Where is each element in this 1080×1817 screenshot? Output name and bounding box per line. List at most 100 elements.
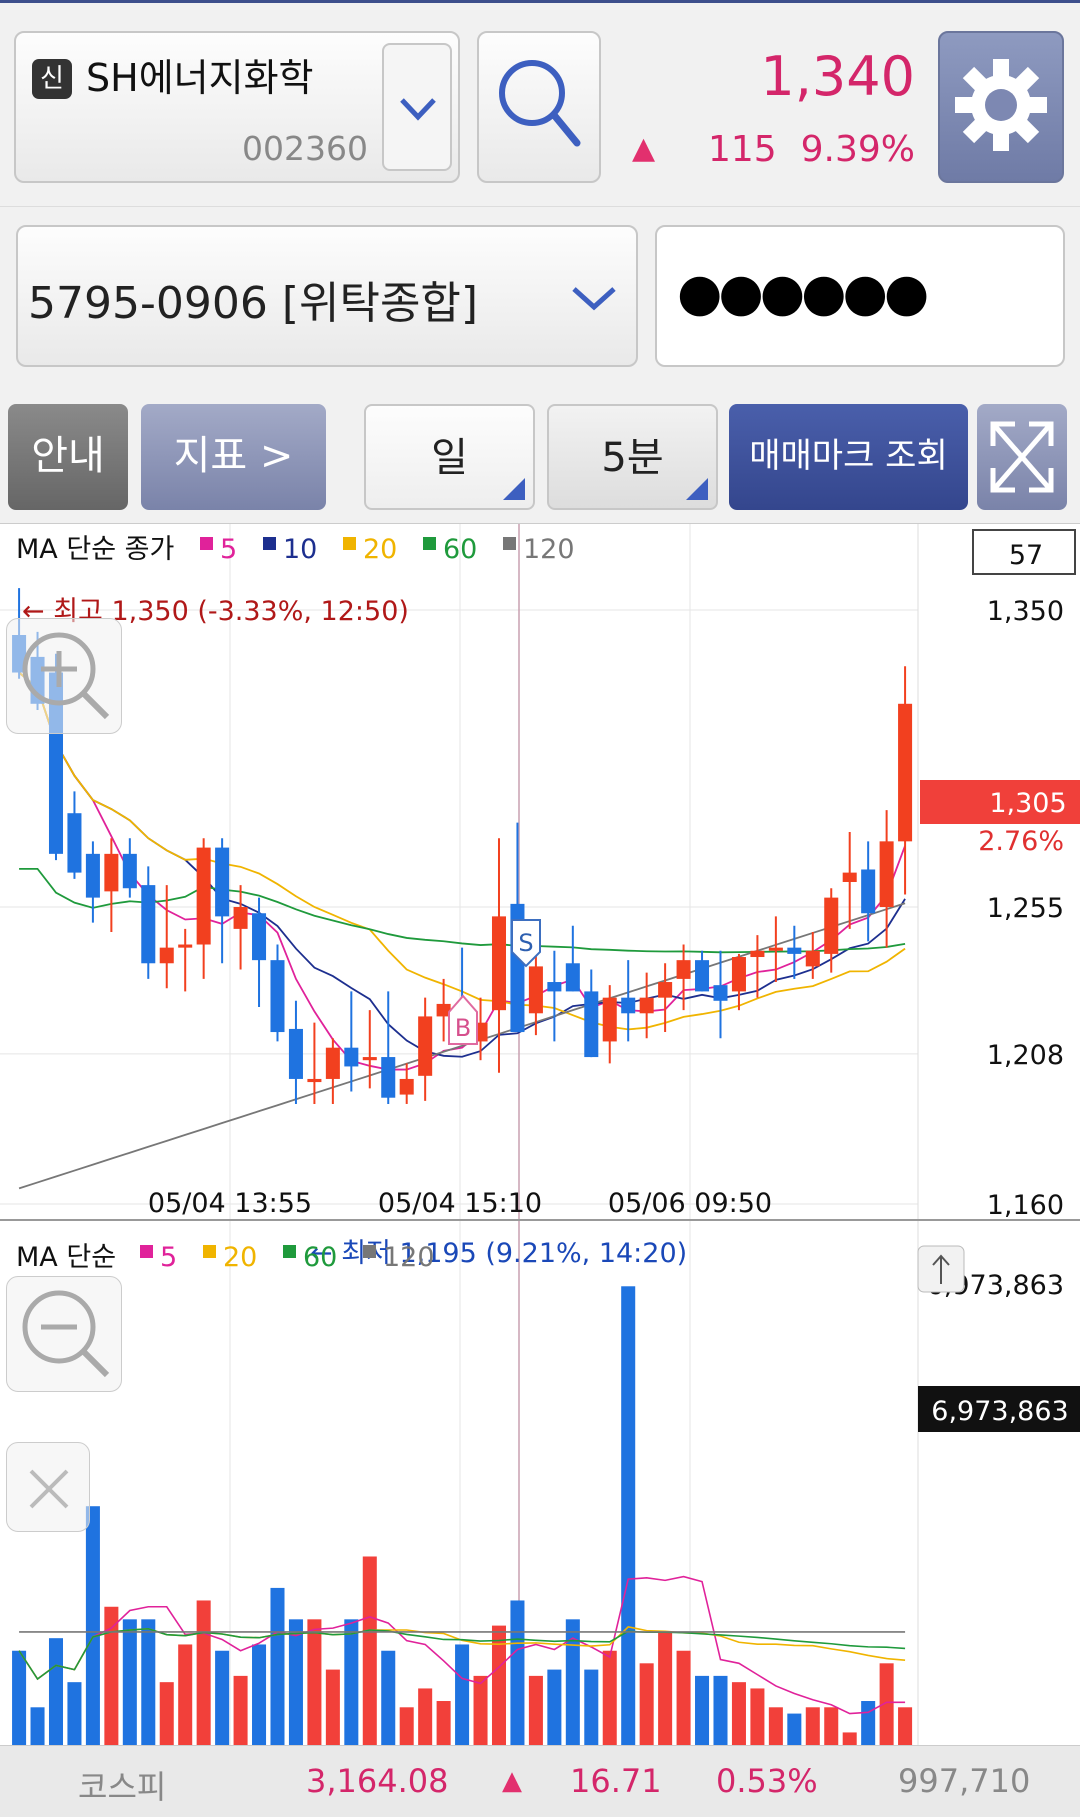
chart-grid xyxy=(0,524,919,1745)
volume-bar xyxy=(30,1707,45,1745)
candle xyxy=(602,985,617,1064)
volume-bar xyxy=(473,1675,488,1745)
value-box-text: 57 xyxy=(1009,540,1043,571)
chevron-down-icon xyxy=(400,98,436,121)
volume-bar xyxy=(713,1675,728,1745)
volume-bar xyxy=(602,1650,617,1745)
candle xyxy=(898,666,913,895)
candle xyxy=(805,932,820,979)
sell-marker[interactable]: S xyxy=(511,919,541,968)
legend-swatch xyxy=(503,537,516,550)
current-pct: 2.76% xyxy=(978,826,1064,857)
search-icon xyxy=(499,60,581,147)
candle xyxy=(104,838,119,933)
price-change-pct: 9.39% xyxy=(800,129,915,170)
volume-bar xyxy=(639,1663,654,1745)
volume-bar xyxy=(584,1669,599,1745)
volume-bar xyxy=(418,1688,433,1745)
volume-legend-label: 60 xyxy=(303,1242,337,1273)
volume-bar xyxy=(325,1669,340,1745)
legend-label: 5 xyxy=(220,534,237,565)
legend-label: 20 xyxy=(363,534,397,565)
candle xyxy=(750,935,765,998)
volume-bar xyxy=(288,1619,303,1745)
volume-bar xyxy=(861,1701,876,1745)
volume-bar xyxy=(621,1286,636,1745)
volume-bar xyxy=(436,1701,451,1745)
scroll-up-button[interactable] xyxy=(917,1245,965,1293)
value-box xyxy=(972,529,1076,575)
zoom-in-button[interactable] xyxy=(6,618,122,734)
legend-swatch xyxy=(200,537,213,550)
volume-bar xyxy=(676,1650,691,1745)
guide-button[interactable]: 안내 xyxy=(8,404,128,510)
zoom-out-icon xyxy=(22,1290,110,1378)
stock-selector[interactable]: 신 SH에너지화학 002360 xyxy=(14,31,460,183)
volume-bar xyxy=(731,1682,746,1745)
close-icon xyxy=(29,1469,69,1509)
change-arrow-icon: ▲ xyxy=(632,131,656,166)
buy-marker-text: B xyxy=(455,1014,471,1042)
volume-bar xyxy=(270,1587,285,1745)
settings-button[interactable] xyxy=(938,31,1064,183)
y-tick-label: 1,160 xyxy=(987,1190,1064,1221)
indicator-button[interactable]: 지표 > xyxy=(141,404,326,510)
candle xyxy=(658,963,673,1033)
expand-button[interactable] xyxy=(977,404,1067,510)
volume-ma-lines xyxy=(18,1575,906,1715)
candle xyxy=(713,950,728,1039)
candle xyxy=(879,810,894,948)
volume-bar xyxy=(196,1600,211,1745)
buy-marker[interactable]: B xyxy=(448,994,478,1045)
volume-bar xyxy=(344,1619,359,1745)
volume-bar xyxy=(122,1619,137,1745)
account-number: 5795-0906 [위탁종합] xyxy=(28,278,479,329)
legend-swatch xyxy=(263,537,276,550)
stock-dropdown-button[interactable] xyxy=(382,43,452,171)
candle xyxy=(233,885,248,970)
volume-bar xyxy=(824,1707,839,1745)
candle xyxy=(159,885,174,989)
volume-bar xyxy=(399,1707,414,1745)
password-field[interactable]: ●●●●●● xyxy=(655,225,1065,367)
legend-label: 10 xyxy=(283,534,317,565)
chart-toolbar: 안내 지표 > 일 5분 매매마크 조회 xyxy=(0,388,1080,524)
volume-bar xyxy=(491,1625,507,1745)
index-name: 코스피 xyxy=(78,1768,167,1806)
period-minute-button[interactable]: 5분 xyxy=(547,404,718,510)
candle xyxy=(196,838,211,979)
volume-bar xyxy=(381,1650,396,1745)
sell-marker-text: S xyxy=(518,929,533,957)
index-change-pct: 0.53% xyxy=(716,1762,818,1800)
price-chart[interactable]: MA 단순 종가 5 10 20 60 120 57 ← 최고 1,350 (-3.33… xyxy=(0,524,1080,1745)
y-axis-ticks: 1,350 1,255 1,208 1,160 xyxy=(987,596,1064,1221)
candle xyxy=(381,991,396,1104)
volume-bar xyxy=(141,1619,156,1745)
zoom-in-icon xyxy=(22,632,110,720)
close-volume-button[interactable] xyxy=(6,1442,90,1532)
password-mask: ●●●●●● xyxy=(677,263,929,323)
account-row: 5795-0906 [위탁종합] ●●●●●● xyxy=(0,206,1080,388)
candle xyxy=(491,838,507,1073)
index-arrow-icon: ▲ xyxy=(502,1766,522,1796)
volume-bar xyxy=(159,1682,174,1745)
candle xyxy=(676,944,691,1011)
legend-swatch xyxy=(140,1245,153,1258)
dropdown-corner-icon xyxy=(503,478,525,500)
candle xyxy=(861,841,876,942)
candlesticks xyxy=(12,588,913,1104)
volume-bar xyxy=(48,1638,64,1745)
candle xyxy=(362,1010,377,1089)
current-price-tag-text: 1,305 xyxy=(989,788,1066,819)
volume-bar xyxy=(898,1707,913,1745)
candle xyxy=(288,1000,303,1104)
volume-legend-title: MA 단순 xyxy=(16,1242,116,1273)
candle xyxy=(436,978,451,1042)
zoom-out-button[interactable] xyxy=(6,1276,122,1392)
trade-mark-button[interactable]: 매매마크 조회 xyxy=(729,404,968,510)
volume-bar xyxy=(787,1713,802,1745)
account-selector[interactable]: 5795-0906 [위탁종합] xyxy=(16,225,638,367)
period-day-button[interactable]: 일 xyxy=(364,404,535,510)
market-index-bar[interactable]: 코스피 3,164.08 ▲ 16.71 0.53% 997,710 xyxy=(0,1745,1080,1817)
search-button[interactable] xyxy=(477,31,601,183)
